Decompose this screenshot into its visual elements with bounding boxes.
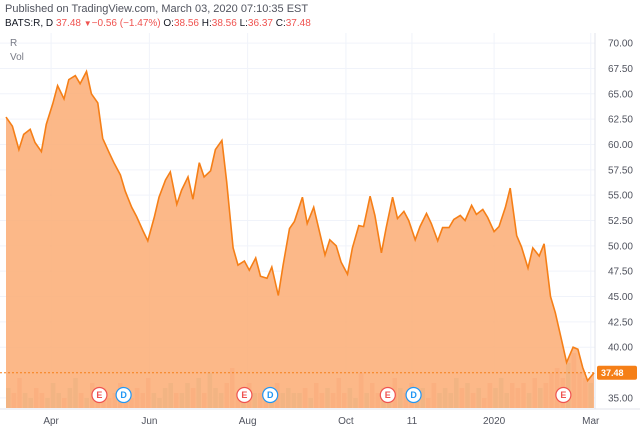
price-tick-label: 55.00	[608, 191, 633, 202]
low-value: 36.37	[247, 18, 273, 29]
time-tick-label: 11	[407, 416, 418, 427]
down-arrow-icon: ▼	[83, 19, 92, 28]
price-tick-label: 50.00	[608, 241, 633, 252]
price-tick-label: 57.50	[608, 165, 633, 176]
time-tick-label: Mar	[582, 416, 600, 427]
price-tick-label: 52.50	[608, 216, 633, 227]
dividend-badge-label: D	[267, 390, 274, 400]
earnings-badge-label: E	[241, 390, 247, 400]
price-line	[5, 69, 595, 383]
price-tick-label: 35.00	[608, 393, 633, 404]
time-tick-label: Aug	[239, 416, 257, 427]
last-price-tag-box	[597, 365, 637, 380]
pane-symbol-label: R	[10, 38, 18, 49]
symbol-label: BATS:R, D	[5, 18, 54, 29]
earnings-badge-label: E	[96, 390, 102, 400]
dividend-badge-label: D	[410, 390, 417, 400]
earnings-badge-label: E	[385, 390, 391, 400]
earnings-badge	[236, 386, 253, 404]
price-tick-label: 60.00	[608, 140, 633, 151]
price-tick-label: 65.00	[608, 89, 633, 100]
price-axis: 70.00 67.50 65.00 62.50 60.00 57.50 55.00 52.50…	[608, 39, 633, 405]
quote-line: BATS:R, D 37.48 ▼−0.56 (−1.47%) O:38.56 …	[5, 18, 311, 29]
earnings-badge-label: E	[560, 390, 566, 400]
time-tick-label: Jun	[141, 416, 157, 427]
price-tick-label: 62.50	[608, 115, 633, 126]
dividend-badge	[405, 386, 422, 404]
last-price: 37.48	[55, 18, 81, 29]
price-area	[6, 71, 594, 408]
high-label: H:	[201, 18, 212, 29]
dividend-badge	[262, 386, 279, 404]
time-axis: Apr Jun Aug Oct 11 2020 Mar	[43, 416, 600, 427]
dividend-badge-label: D	[120, 390, 127, 400]
earnings-badge	[379, 386, 396, 404]
published-caption: Published on TradingView.com, March 03, …	[5, 3, 309, 15]
price-tick-label: 47.50	[608, 267, 633, 278]
earnings-badge	[555, 386, 572, 404]
open-value: 38.56	[173, 18, 199, 29]
low-label: L:	[239, 18, 248, 29]
price-tick-label: 42.50	[608, 317, 633, 328]
price-change: −0.56 (−1.47%)	[91, 18, 161, 29]
price-tick-label: 67.50	[608, 64, 633, 75]
price-tick-label: 40.00	[608, 343, 633, 354]
last-price-tag: 37.48	[597, 365, 637, 380]
time-tick-label: Oct	[338, 416, 354, 427]
volume-label: Vol	[10, 52, 24, 63]
price-tick-label: 45.00	[608, 292, 633, 303]
dividend-badge	[115, 386, 132, 404]
close-value: 37.48	[285, 18, 311, 29]
time-tick-label: 2020	[483, 416, 506, 427]
open-label: O:	[163, 18, 174, 29]
price-tick-label: 70.00	[608, 39, 633, 50]
last-price-tag-label: 37.48	[601, 368, 624, 378]
earnings-badge	[91, 386, 108, 404]
high-value: 38.56	[211, 18, 237, 29]
close-label: C:	[275, 18, 286, 29]
time-tick-label: Apr	[43, 416, 59, 427]
